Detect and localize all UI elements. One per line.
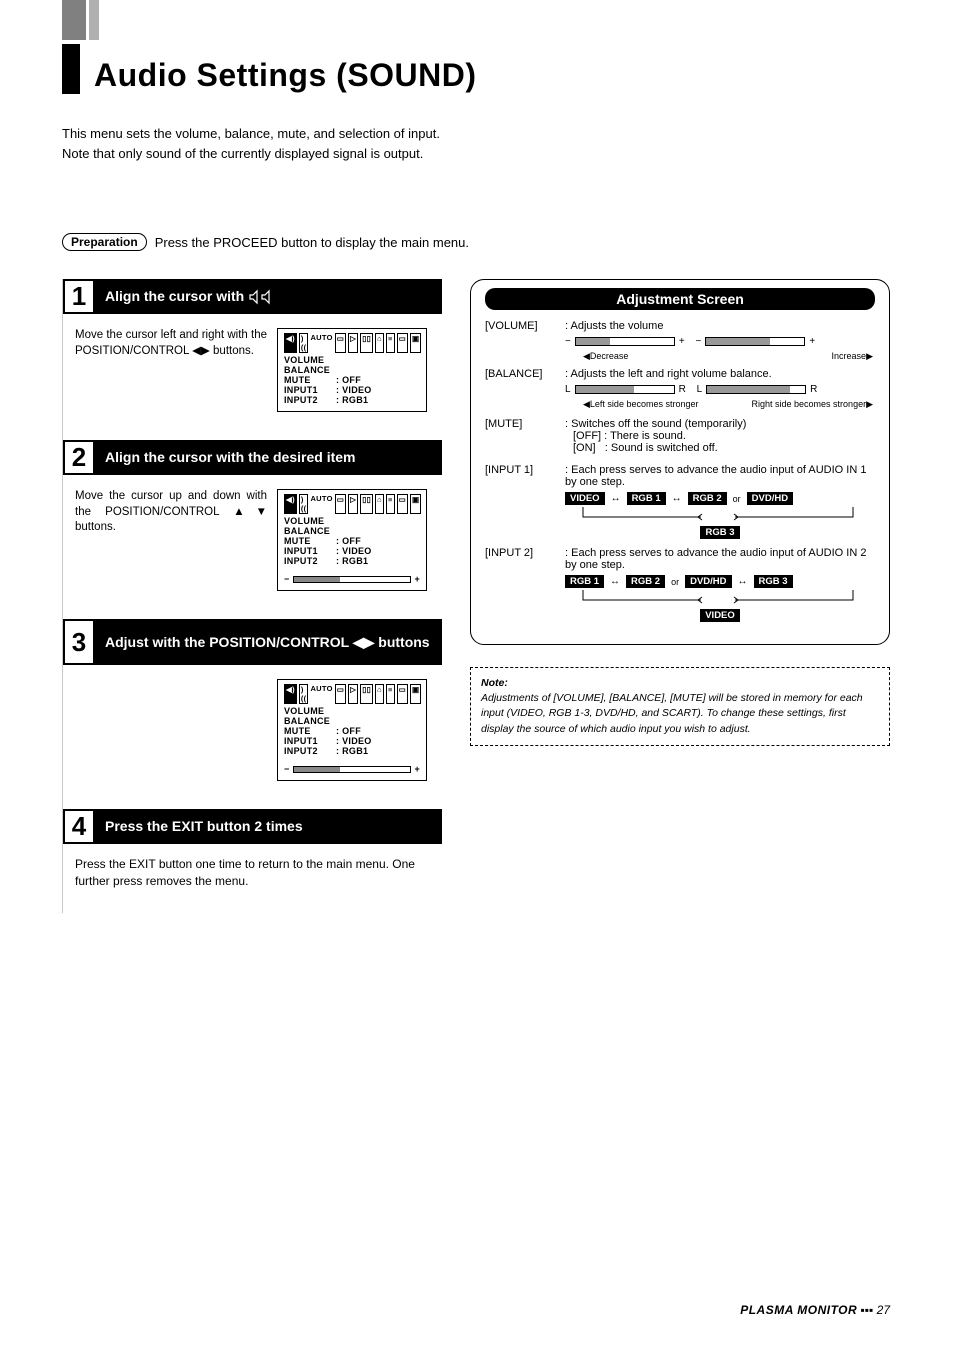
step-2: 2 Align the cursor with the desired item…: [63, 440, 442, 597]
footer-sep: ▪▪▪: [861, 1303, 877, 1317]
step-1: 1 Align the cursor with Move the cursor …: [63, 279, 442, 418]
step-4: 4 Press the EXIT button 2 times Press th…: [63, 809, 442, 891]
osd-icon-row-3: ◀) )(( AUTO ▭ ▷ ▯▯ ⌂ ≡ ▭ ▣: [284, 684, 420, 704]
input1-flow: VIDEO ↔ RGB 1 ↔ RGB 2 or DVD/HD: [565, 492, 875, 505]
osd-2: ◀) )(( AUTO ▭ ▷ ▯▯ ⌂ ≡ ▭ ▣ VOLUME BAL: [277, 489, 427, 591]
preparation-row: Preparation Press the PROCEED button to …: [62, 233, 890, 251]
input2-key: [INPUT 2]: [485, 547, 559, 559]
right-column: Adjustment Screen [VOLUME] : Adjusts the…: [470, 279, 890, 746]
mute-key: [MUTE]: [485, 418, 559, 430]
step-3-number: 3: [63, 619, 95, 665]
osd-3: ◀) )(( AUTO ▭ ▷ ▯▯ ⌂ ≡ ▭ ▣ VOLUME BAL: [277, 679, 427, 781]
balance-key: [BALANCE]: [485, 368, 559, 380]
volume-slider: −+ −+: [565, 336, 875, 347]
mute-val: : Switches off the sound (temporarily) […: [565, 418, 875, 454]
box-chip-icon: ▭: [335, 333, 346, 353]
step-3-label: Adjust with the POSITION/CONTROL ◀▶ butt…: [95, 619, 440, 665]
footer-page: 27: [877, 1303, 890, 1317]
left-column: 1 Align the cursor with Move the cursor …: [62, 279, 442, 913]
intro-text: This menu sets the volume, balance, mute…: [62, 124, 890, 163]
mute-row: [MUTE] : Switches off the sound (tempora…: [485, 418, 875, 454]
speaker-icon: [248, 289, 276, 305]
auto-label: AUTO: [310, 333, 332, 353]
note-body: Adjustments of [VOLUME], [BALANCE], [MUT…: [481, 691, 879, 737]
step-4-label: Press the EXIT button 2 times: [95, 809, 313, 844]
osd-slider-3: −+: [284, 764, 420, 774]
preparation-chip: Preparation: [62, 233, 147, 251]
step-2-body: Move the cursor up and down with the POS…: [63, 475, 442, 597]
footer-label: PLASMA MONITOR: [740, 1303, 857, 1317]
intro-line-1: This menu sets the volume, balance, mute…: [62, 124, 890, 144]
speaker-chip-icon: ◀): [284, 333, 297, 353]
step-3: 3 Adjust with the POSITION/CONTROL ◀▶ bu…: [63, 619, 442, 787]
input1-tail: RGB 3: [700, 526, 739, 539]
intro-line-2: Note that only sound of the currently di…: [62, 144, 890, 164]
step-2-bar: 2 Align the cursor with the desired item: [63, 440, 442, 475]
step-1-text: Move the cursor left and right with the …: [75, 328, 267, 359]
input2-val: : Each press serves to advance the audio…: [565, 547, 875, 622]
osd-icon-row-2: ◀) )(( AUTO ▭ ▷ ▯▯ ⌂ ≡ ▭ ▣: [284, 494, 420, 514]
wide-chip-icon: ▭: [397, 333, 408, 353]
arrow-chip-icon: ▷: [348, 333, 358, 353]
balance-row: [BALANCE] : Adjusts the left and right v…: [485, 368, 875, 410]
balance-val: : Adjusts the left and right volume bala…: [565, 368, 875, 410]
footer: PLASMA MONITOR ▪▪▪ 27: [740, 1303, 890, 1317]
osd-1: ◀) )(( AUTO ▭ ▷ ▯▯ ⌂ ≡ ▭ ▣ VOLUME BAL: [277, 328, 427, 412]
input1-val: : Each press serves to advance the audio…: [565, 464, 875, 539]
input1-row: [INPUT 1] : Each press serves to advance…: [485, 464, 875, 539]
step-2-text: Move the cursor up and down with the POS…: [75, 489, 267, 536]
adjustment-screen-box: Adjustment Screen [VOLUME] : Adjusts the…: [470, 279, 890, 645]
page-edge-tab-light: [89, 0, 99, 40]
step-1-number: 1: [63, 279, 95, 314]
volume-key: [VOLUME]: [485, 320, 559, 332]
osd-slider: −+: [284, 574, 420, 584]
balance-slider: LR LR: [565, 384, 875, 395]
step-1-body: Move the cursor left and right with the …: [63, 314, 442, 418]
columns: 1 Align the cursor with Move the cursor …: [62, 279, 890, 913]
bars-chip-icon: ≡: [386, 333, 395, 353]
step-1-bar: 1 Align the cursor with: [63, 279, 442, 314]
step-4-text: Press the EXIT button one time to return…: [63, 844, 442, 891]
input2-row: [INPUT 2] : Each press serves to advance…: [485, 547, 875, 622]
note-box: Note: Adjustments of [VOLUME], [BALANCE]…: [470, 667, 890, 746]
volume-sub: ◀Decrease Increase▶: [565, 351, 875, 362]
input2-flow: RGB 1 ↔ RGB 2 or DVD/HD ↔ RGB 3: [565, 575, 875, 588]
preparation-text: Press the PROCEED button to display the …: [155, 235, 469, 250]
page-title: Audio Settings (SOUND): [94, 57, 477, 94]
page-content: Audio Settings (SOUND) This menu sets th…: [62, 44, 890, 913]
title-accent-bar: [62, 44, 80, 94]
page-edge-tab: [62, 0, 86, 40]
step-3-body: ◀) )(( AUTO ▭ ▷ ▯▯ ⌂ ≡ ▭ ▣ VOLUME BAL: [63, 665, 442, 787]
volume-val: : Adjusts the volume −+ −+ ◀Decrease Inc…: [565, 320, 875, 362]
input2-tail: VIDEO: [700, 609, 740, 622]
title-row: Audio Settings (SOUND): [62, 44, 890, 94]
step-4-bar: 4 Press the EXIT button 2 times: [63, 809, 442, 844]
end-chip-icon: ▣: [410, 333, 421, 353]
osd-icon-row: ◀) )(( AUTO ▭ ▷ ▯▯ ⌂ ≡ ▭ ▣: [284, 333, 420, 353]
volume-row: [VOLUME] : Adjusts the volume −+ −+ ◀Dec…: [485, 320, 875, 362]
step-2-number: 2: [63, 440, 95, 475]
speaker2-chip-icon: )((: [299, 333, 309, 353]
step-1-label: Align the cursor with: [95, 279, 286, 314]
doc-chip-icon: ▯▯: [360, 333, 373, 353]
step-2-label: Align the cursor with the desired item: [95, 440, 365, 475]
step-3-bar: 3 Adjust with the POSITION/CONTROL ◀▶ bu…: [63, 619, 442, 665]
input1-key: [INPUT 1]: [485, 464, 559, 476]
adjustment-title: Adjustment Screen: [485, 288, 875, 310]
lock-chip-icon: ⌂: [375, 333, 384, 353]
note-title: Note:: [481, 676, 879, 691]
step-4-number: 4: [63, 809, 95, 844]
balance-sub: ◀Left side becomes stronger Right side b…: [565, 399, 875, 410]
